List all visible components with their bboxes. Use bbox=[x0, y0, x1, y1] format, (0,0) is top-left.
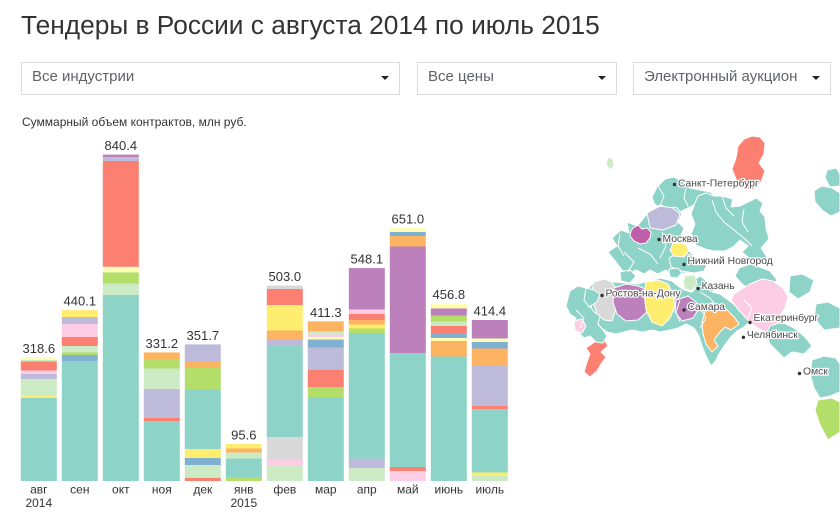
svg-text:2014: 2014 bbox=[25, 496, 52, 510]
svg-text:411.3: 411.3 bbox=[310, 305, 342, 320]
svg-text:Санкт-Петербург: Санкт-Петербург bbox=[678, 178, 759, 190]
svg-text:548.1: 548.1 bbox=[351, 252, 384, 267]
svg-text:Самара: Самара bbox=[688, 302, 726, 313]
svg-text:331.2: 331.2 bbox=[146, 336, 179, 351]
svg-text:янв: янв bbox=[234, 483, 254, 497]
svg-text:Москва: Москва bbox=[663, 234, 698, 245]
svg-text:мар: мар bbox=[315, 483, 337, 497]
svg-text:авг: авг bbox=[30, 483, 48, 497]
svg-text:Казань: Казань bbox=[702, 281, 735, 292]
svg-text:2015: 2015 bbox=[230, 496, 257, 510]
svg-text:июль: июль bbox=[475, 483, 504, 497]
svg-text:июнь: июнь bbox=[435, 483, 464, 497]
svg-text:Челябинск: Челябинск bbox=[747, 329, 798, 341]
svg-text:фев: фев bbox=[273, 483, 296, 497]
svg-text:440.1: 440.1 bbox=[64, 294, 97, 309]
svg-text:май: май bbox=[397, 483, 419, 497]
svg-text:456.8: 456.8 bbox=[433, 287, 466, 302]
svg-text:Екатеринбург: Екатеринбург bbox=[754, 312, 819, 324]
svg-text:503.0: 503.0 bbox=[269, 269, 302, 284]
svg-text:Омск: Омск bbox=[803, 367, 828, 378]
svg-text:окт: окт bbox=[112, 483, 130, 497]
svg-text:Ростов-на-Дону: Ростов-на-Дону bbox=[606, 289, 682, 300]
svg-text:95.6: 95.6 bbox=[231, 427, 256, 442]
svg-text:сен: сен bbox=[70, 483, 89, 497]
svg-text:651.0: 651.0 bbox=[392, 212, 425, 227]
svg-text:Нижний Новгород: Нижний Новгород bbox=[688, 256, 773, 267]
svg-text:840.4: 840.4 bbox=[105, 138, 138, 153]
svg-text:ноя: ноя bbox=[152, 483, 172, 497]
svg-text:351.7: 351.7 bbox=[187, 328, 220, 343]
svg-text:414.4: 414.4 bbox=[474, 304, 507, 319]
svg-text:318.6: 318.6 bbox=[23, 341, 56, 356]
svg-text:дек: дек bbox=[193, 483, 213, 497]
svg-text:апр: апр bbox=[357, 483, 377, 497]
